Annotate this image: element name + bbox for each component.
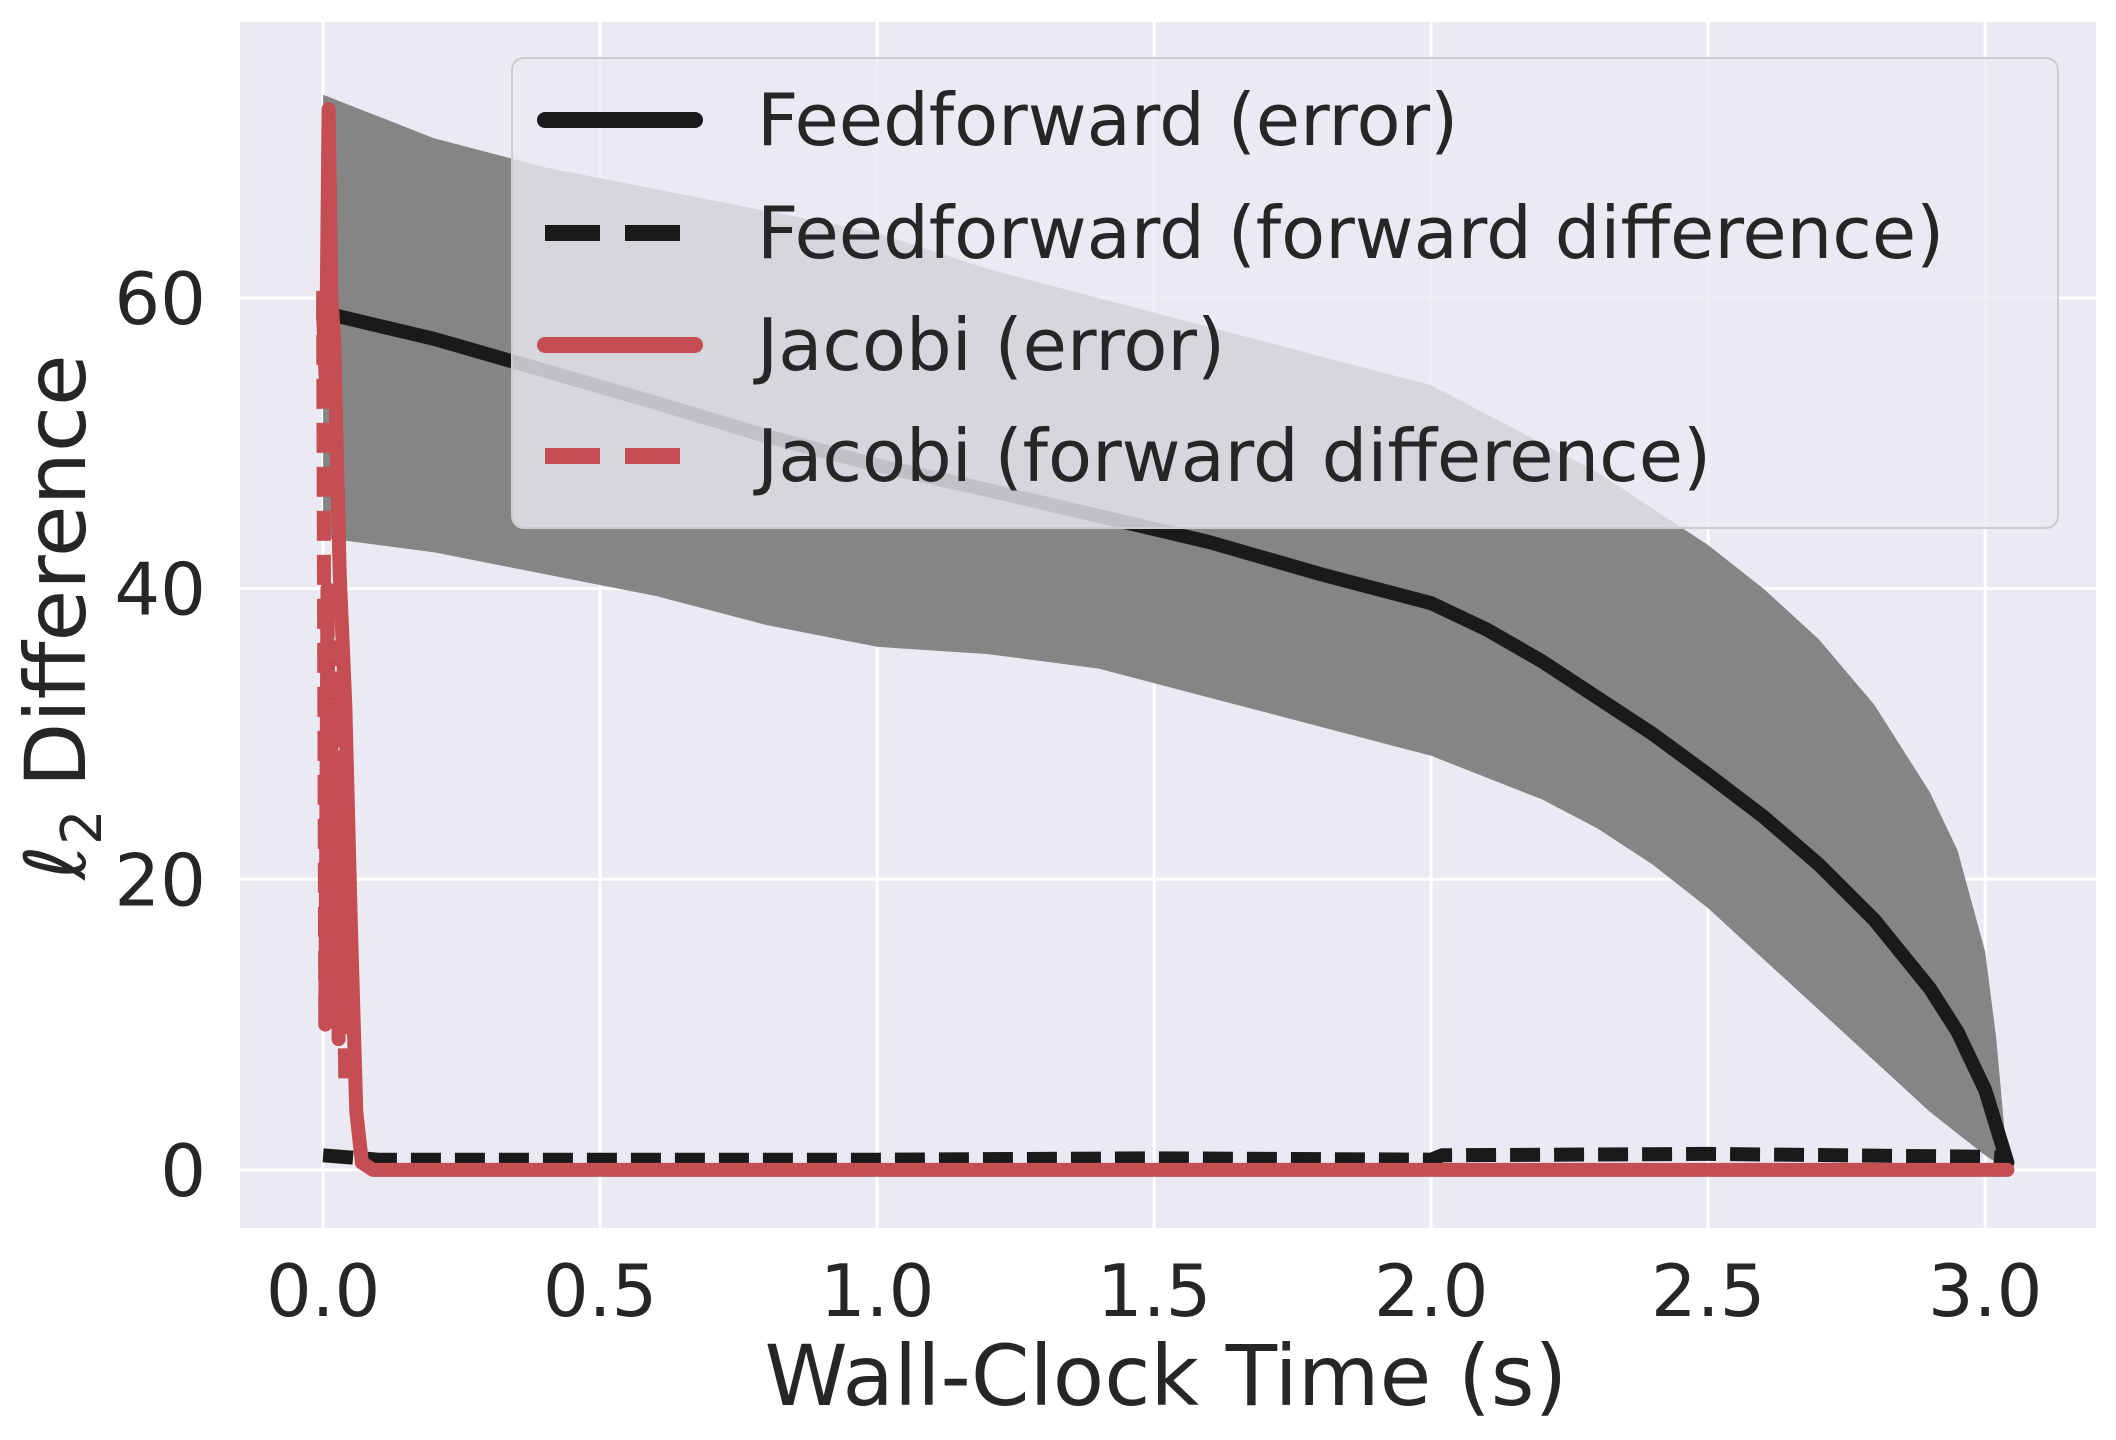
svg-text:ℓ2Difference: ℓ2 Difference	[7, 354, 115, 881]
tick-labels: 0.0 0.5 1.0 1.5 2.0 2.5 3.0 0 20 40 60	[114, 257, 2042, 1333]
y-tick-label-0: 0	[160, 1129, 206, 1213]
legend-label-feedforward-error: Feedforward (error)	[757, 78, 1458, 162]
legend-item-jacobi-error: Jacobi (error)	[537, 303, 1225, 387]
x-tick-label-6: 3.0	[1928, 1249, 2043, 1333]
jacobi-error-line	[316, 102, 2015, 1177]
legend-label-jacobi-error: Jacobi (error)	[753, 303, 1225, 387]
x-tick-label-2: 1.0	[820, 1249, 935, 1333]
y-tick-label-2: 40	[114, 548, 206, 632]
legend-item-jacobi-forward-difference: Jacobi (forward difference)	[545, 414, 1711, 498]
x-tick-label-0: 0.0	[266, 1249, 381, 1333]
x-tick-label-1: 0.5	[543, 1249, 658, 1333]
y-axis-label-subscript: 2	[50, 809, 115, 845]
legend-box	[511, 57, 2059, 529]
x-tick-label-4: 2.0	[1374, 1249, 1489, 1333]
legend-item-feedforward-error: Feedforward (error)	[537, 78, 1458, 162]
y-axis-label: ℓ2 Difference	[7, 354, 115, 881]
legend-label-feedforward-forward-difference: Feedforward (forward difference)	[757, 191, 1944, 275]
y-axis-label-text: Difference	[7, 354, 105, 787]
legend-item-feedforward-forward-difference: Feedforward (forward difference)	[545, 191, 1944, 275]
feedforward-forward-difference-line	[322, 1146, 2008, 1167]
y-tick-label-1: 20	[114, 838, 206, 922]
legend: Feedforward (error) Feedforward (forward…	[511, 57, 2059, 529]
y-axis-label-prefix: ℓ	[7, 845, 105, 882]
x-axis-label: Wall-Clock Time (s)	[765, 1327, 1568, 1425]
x-tick-label-5: 2.5	[1651, 1249, 1766, 1333]
x-tick-label-3: 1.5	[1097, 1249, 1212, 1333]
y-tick-label-3: 60	[114, 257, 206, 341]
jacobi-forward-difference-line	[316, 290, 353, 1083]
legend-label-jacobi-forward-difference: Jacobi (forward difference)	[753, 414, 1711, 498]
